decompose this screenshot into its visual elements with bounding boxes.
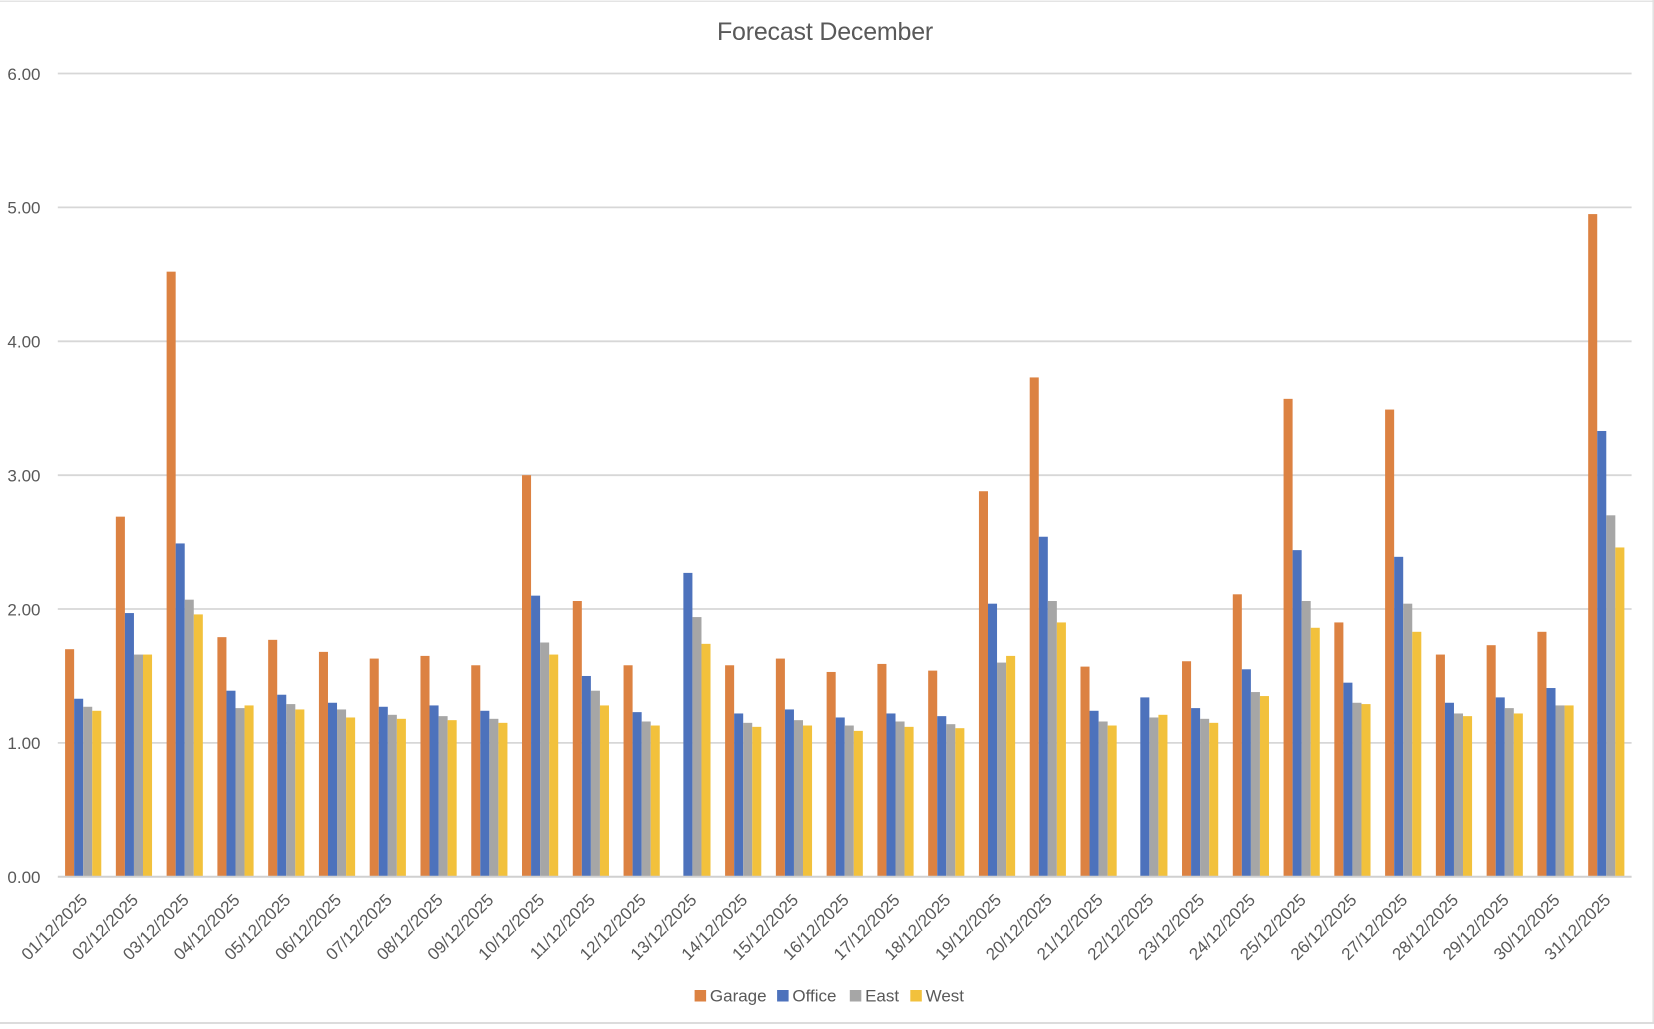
svg-text:4.00: 4.00 [7,333,40,352]
svg-text:2.00: 2.00 [7,600,40,619]
svg-text:Forecast December: Forecast December [717,18,933,46]
svg-text:Garage: Garage [710,987,767,1006]
svg-text:6.00: 6.00 [7,65,40,84]
svg-text:West: West [926,987,965,1006]
svg-text:5.00: 5.00 [7,199,40,218]
svg-text:1.00: 1.00 [7,734,40,753]
svg-text:3.00: 3.00 [7,467,40,486]
svg-text:East: East [865,987,899,1006]
svg-text:Office: Office [792,987,836,1006]
svg-text:0.00: 0.00 [7,868,40,887]
